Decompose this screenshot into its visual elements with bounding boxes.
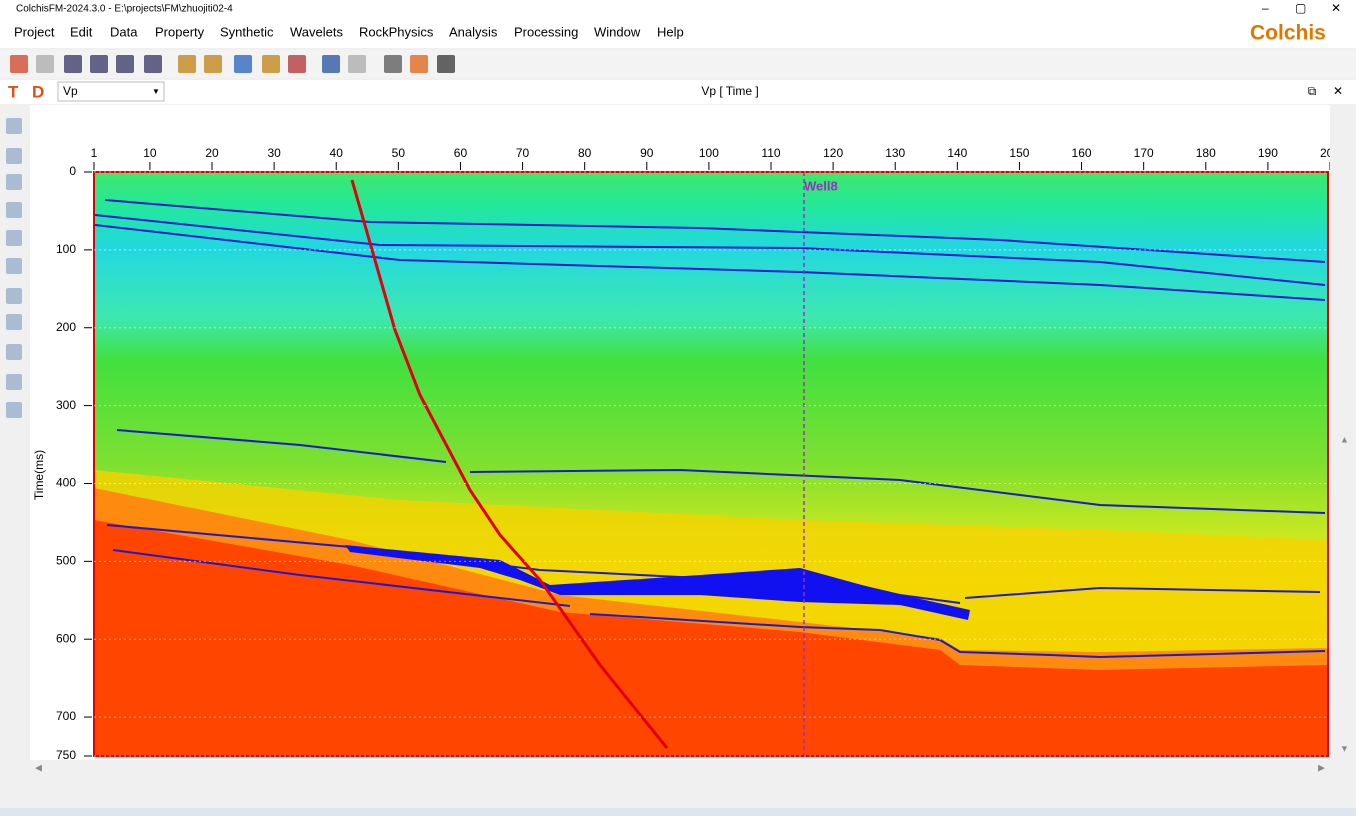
x-tick-label: 70 [516, 146, 530, 160]
side-tool[interactable] [6, 314, 22, 330]
tool-button[interactable] [64, 55, 82, 73]
menu-item[interactable]: Analysis [449, 24, 498, 39]
x-tick-label: 50 [392, 146, 406, 160]
menu-item[interactable]: Data [110, 24, 138, 39]
menu-item[interactable]: Property [155, 24, 205, 39]
side-tool[interactable] [6, 148, 22, 164]
menu-bar [0, 18, 1356, 48]
y-tick-label: 750 [56, 748, 76, 762]
menu-item[interactable]: Synthetic [220, 24, 274, 39]
window-title: ColchisFM-2024.3.0 - E:\projects\FM\zhuo… [16, 4, 233, 15]
tool-button[interactable] [234, 55, 252, 73]
y-tick-label: 500 [56, 554, 76, 568]
side-tool[interactable] [6, 202, 22, 218]
close-panel[interactable]: ✕ [1333, 84, 1343, 98]
menu-item[interactable]: Processing [514, 24, 578, 39]
x-tick-label: 150 [1009, 146, 1029, 160]
x-tick-label: 140 [947, 146, 967, 160]
menu-item[interactable]: Project [14, 24, 55, 39]
y-tick-label: 0 [69, 164, 76, 178]
y-tick-label: 400 [56, 476, 76, 490]
tool-button[interactable] [437, 55, 455, 73]
float-button[interactable]: ⧉ [1308, 84, 1317, 98]
scroll-left[interactable]: ◀ [35, 762, 42, 772]
tool-button[interactable] [204, 55, 222, 73]
tool-button[interactable] [262, 55, 280, 73]
tool-button[interactable] [10, 55, 28, 73]
x-tick-label: 160 [1072, 146, 1092, 160]
x-tick-label: 200 [1320, 146, 1340, 160]
y-tick-label: 200 [56, 320, 76, 334]
blue-body [345, 545, 970, 620]
menu-item[interactable]: Help [657, 24, 684, 39]
scroll-down[interactable]: ▼ [1340, 743, 1349, 753]
x-tick-label: 1 [91, 146, 98, 160]
x-tick-label: 130 [885, 146, 905, 160]
menu-item[interactable]: RockPhysics [359, 24, 434, 39]
time-button[interactable]: T [8, 82, 19, 101]
scroll-right[interactable]: ▶ [1318, 762, 1325, 772]
x-tick-label: 10 [143, 146, 157, 160]
red-zone [94, 520, 1328, 756]
side-tool[interactable] [6, 374, 22, 390]
tool-button[interactable] [410, 55, 428, 73]
x-tick-label: 170 [1134, 146, 1154, 160]
x-tick-label: 100 [699, 146, 719, 160]
side-tool[interactable] [6, 258, 22, 274]
property-select-value: Vp [63, 84, 78, 98]
x-tick-label: 90 [640, 146, 654, 160]
side-tool[interactable] [6, 344, 22, 360]
x-tick-label: 20 [205, 146, 219, 160]
panel-header [0, 80, 1356, 104]
side-tool[interactable] [6, 230, 22, 246]
minimize[interactable]: – [1262, 1, 1269, 15]
panel-title: Vp [ Time ] [701, 84, 758, 98]
x-tick-label: 30 [267, 146, 281, 160]
menu-item[interactable]: Window [594, 24, 641, 39]
well-label: Well8 [804, 178, 838, 193]
depth-button[interactable]: D [32, 82, 44, 101]
restore[interactable]: ▢ [1295, 1, 1306, 15]
property-select[interactable] [57, 81, 165, 102]
fault [350, 179, 669, 749]
toolbar [0, 50, 1356, 78]
y-tick-label: 100 [56, 242, 76, 256]
side-tool[interactable] [6, 174, 22, 190]
tool-button[interactable] [116, 55, 134, 73]
taskbar-strip [0, 808, 1356, 816]
tool-button[interactable] [178, 55, 196, 73]
menu-item[interactable]: Wavelets [290, 24, 343, 39]
y-tick-label: 700 [56, 709, 76, 723]
x-tick-label: 110 [761, 146, 780, 160]
close[interactable]: ✕ [1331, 1, 1341, 15]
x-tick-label: 40 [330, 146, 344, 160]
side-tool[interactable] [6, 118, 22, 134]
y-axis-label: Time(ms) [32, 450, 46, 500]
tool-button[interactable] [288, 55, 306, 73]
scroll-up[interactable]: ▲ [1340, 434, 1349, 444]
tool-button[interactable] [90, 55, 108, 73]
x-tick-label: 60 [454, 146, 468, 160]
x-tick-label: 80 [578, 146, 592, 160]
menu-item[interactable]: Edit [70, 24, 93, 39]
toolbar-icons [10, 55, 455, 73]
y-tick-label: 300 [56, 398, 76, 412]
tool-button[interactable] [322, 55, 340, 73]
tool-button[interactable] [36, 55, 54, 73]
x-tick-label: 190 [1258, 146, 1278, 160]
y-tick-label: 600 [56, 631, 76, 645]
dropdown-arrow: ▼ [152, 87, 160, 96]
x-tick-label: 120 [823, 146, 843, 160]
side-tool[interactable] [6, 288, 22, 304]
side-tool[interactable] [6, 402, 22, 418]
tool-button[interactable] [348, 55, 366, 73]
x-tick-label: 180 [1196, 146, 1216, 160]
tool-button[interactable] [384, 55, 402, 73]
logo: Colchis [1250, 22, 1326, 45]
tool-button[interactable] [144, 55, 162, 73]
title-bar [0, 0, 1356, 18]
